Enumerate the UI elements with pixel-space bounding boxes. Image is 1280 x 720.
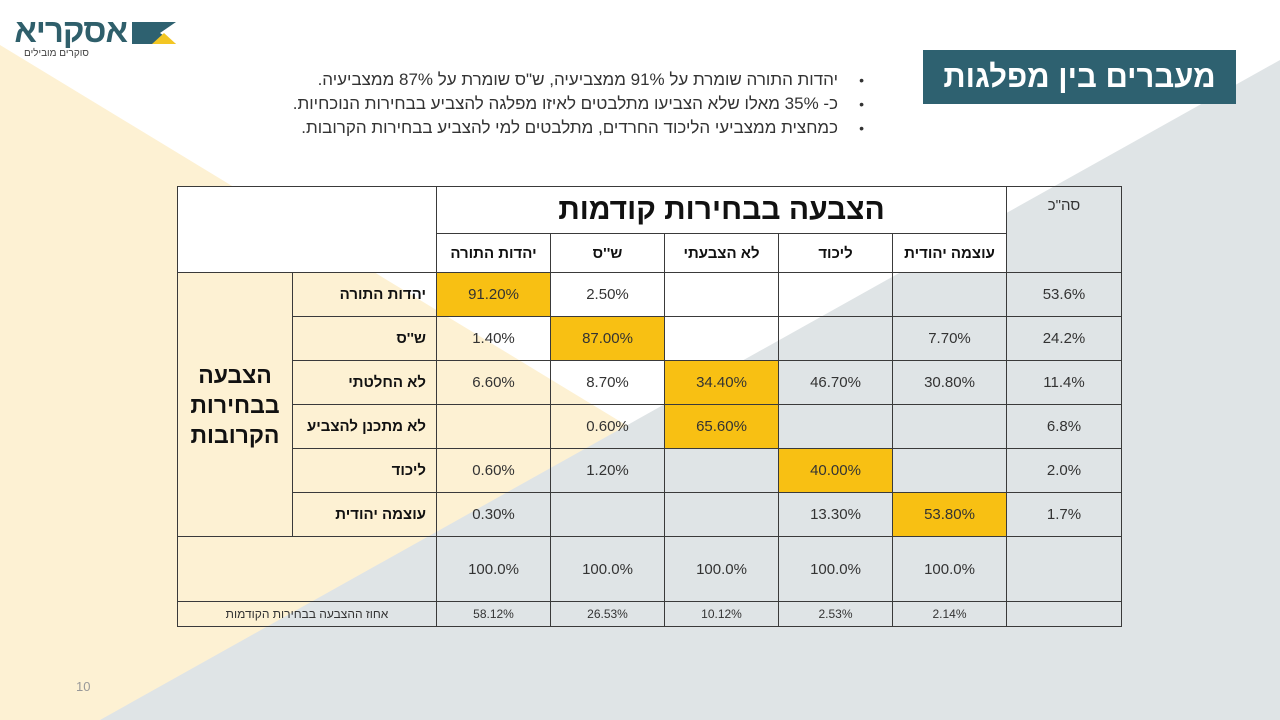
value-cell xyxy=(664,492,779,537)
bullet-item: יהדות התורה שומרת על 91% ממצביעיה, ש"ס ש… xyxy=(293,68,870,92)
value-cell xyxy=(436,404,551,449)
column-total-cell: 100.0% xyxy=(892,536,1007,602)
value-cell xyxy=(664,272,779,317)
value-cell xyxy=(664,316,779,361)
value-cell xyxy=(892,448,1007,493)
row-total-cell: 53.6% xyxy=(1006,272,1122,317)
table-row: עוצמה יהודית 0.30% 13.30% 53.80% 1.7% xyxy=(178,492,1122,537)
table-row: הצבעה בבחירות קודמות סה"כ xyxy=(177,186,1122,273)
blank-cell xyxy=(1006,601,1122,627)
row-header: ליכוד xyxy=(292,448,437,493)
share-value-cell: 2.53% xyxy=(778,601,893,627)
value-cell: 30.80% xyxy=(892,360,1007,405)
bullet-list: יהדות התורה שומרת על 91% ממצביעיה, ש"ס ש… xyxy=(293,68,870,140)
column-total-cell: 100.0% xyxy=(778,536,893,602)
table-row: ליכוד 0.60% 1.20% 40.00% 2.0% xyxy=(178,448,1122,493)
share-label: אחוז ההצבעה בבחירות הקודמות xyxy=(177,601,437,627)
column-header: עוצמה יהודית xyxy=(892,233,1007,273)
table-row: ש''ס 1.40% 87.00% 7.70% 24.2% xyxy=(178,316,1122,361)
row-group-header: הצבעה בבחירות הקרובות xyxy=(177,272,293,537)
column-group-header: הצבעה בבחירות קודמות xyxy=(436,186,1007,234)
value-cell xyxy=(892,404,1007,449)
column-total-cell: 100.0% xyxy=(436,536,551,602)
value-cell: 65.60% xyxy=(664,404,779,449)
bullet-item: כ- 35% מאלו שלא הצביעו מתלבטים לאיזו מפל… xyxy=(293,92,870,116)
value-cell: 2.50% xyxy=(550,272,665,317)
corner-cell xyxy=(177,186,437,273)
row-header: לא מתכנן להצביע xyxy=(292,404,437,449)
column-header: ש''ס xyxy=(550,233,665,273)
value-cell: 1.40% xyxy=(436,316,551,361)
row-header: יהדות התורה xyxy=(292,272,437,317)
bullet-item: כמחצית ממצביעי הליכוד החרדים, מתלבטים למ… xyxy=(293,116,870,140)
column-header: יהדות התורה xyxy=(436,233,551,273)
table-row: אחוז ההצבעה בבחירות הקודמות 58.12% 26.53% 1… xyxy=(177,601,1122,627)
value-cell: 0.30% xyxy=(436,492,551,537)
logo-tagline: סוקרים מובילים xyxy=(24,48,89,59)
table-row: 100.0% 100.0% 100.0% 100.0% 100.0% xyxy=(177,536,1122,602)
slide-title: מעברים בין מפלגות xyxy=(923,50,1236,104)
transfer-table: הצבעה בבחירות קודמות סה"כ יהדות התורה ש''ס ל… xyxy=(177,186,1122,627)
row-header: ש''ס xyxy=(292,316,437,361)
column-total-cell: 100.0% xyxy=(550,536,665,602)
value-cell xyxy=(778,404,893,449)
value-cell: 0.60% xyxy=(550,404,665,449)
value-cell: 7.70% xyxy=(892,316,1007,361)
column-header: לא הצבעתי xyxy=(664,233,779,273)
table-row: לא החלטתי 6.60% 8.70% 34.40% 46.70% 30.80% 11.… xyxy=(178,360,1122,405)
row-total-cell: 1.7% xyxy=(1006,492,1122,537)
value-cell xyxy=(778,272,893,317)
share-value-cell: 58.12% xyxy=(436,601,551,627)
blank-cell xyxy=(1006,536,1122,602)
row-total-cell: 11.4% xyxy=(1006,360,1122,405)
logo-mark-icon xyxy=(132,22,176,44)
value-cell xyxy=(550,492,665,537)
total-header: סה"כ xyxy=(1006,186,1122,273)
value-cell: 91.20% xyxy=(436,272,551,317)
column-header: ליכוד xyxy=(778,233,893,273)
page-number: 10 xyxy=(76,679,91,694)
row-header: לא החלטתי xyxy=(292,360,437,405)
row-total-cell: 24.2% xyxy=(1006,316,1122,361)
table-row: הצבעה בבחירות הקרובות יהדות התורה 91.20% 2.… xyxy=(177,272,1122,537)
column-total-cell: 100.0% xyxy=(664,536,779,602)
value-cell xyxy=(892,272,1007,317)
value-cell: 46.70% xyxy=(778,360,893,405)
share-value-cell: 10.12% xyxy=(664,601,779,627)
value-cell: 87.00% xyxy=(550,316,665,361)
table-row: יהדות התורה ש''ס לא הצבעתי ליכוד עוצמה יהודי… xyxy=(178,233,1122,273)
blank-cell xyxy=(177,536,437,602)
row-total-cell: 2.0% xyxy=(1006,448,1122,493)
table-row: לא מתכנן להצביע 0.60% 65.60% 6.8% xyxy=(178,404,1122,449)
value-cell xyxy=(664,448,779,493)
value-cell: 1.20% xyxy=(550,448,665,493)
row-header: עוצמה יהודית xyxy=(292,492,437,537)
value-cell xyxy=(778,316,893,361)
value-cell: 53.80% xyxy=(892,492,1007,537)
row-total-cell: 6.8% xyxy=(1006,404,1122,449)
value-cell: 6.60% xyxy=(436,360,551,405)
value-cell: 13.30% xyxy=(778,492,893,537)
value-cell: 8.70% xyxy=(550,360,665,405)
logo: אסקריא סוקרים מובילים xyxy=(14,12,182,63)
value-cell: 34.40% xyxy=(664,360,779,405)
logo-name: אסקריא xyxy=(14,12,128,49)
share-value-cell: 2.14% xyxy=(892,601,1007,627)
value-cell: 40.00% xyxy=(778,448,893,493)
share-value-cell: 26.53% xyxy=(550,601,665,627)
value-cell: 0.60% xyxy=(436,448,551,493)
